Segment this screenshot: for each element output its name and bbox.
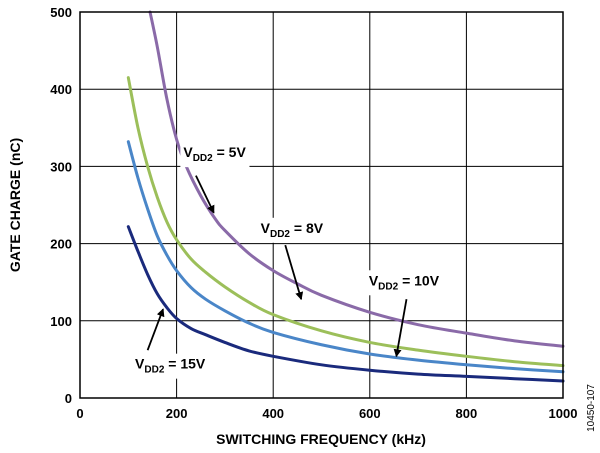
series-label-text: VDD2 = 8V (261, 220, 324, 240)
series-label-arrow (393, 299, 408, 358)
series-label-bg (132, 353, 209, 379)
y-tick-labels: 0 100 200 300 400 500 (50, 5, 72, 406)
series-label-arrow (146, 308, 165, 351)
series-label-bg (257, 217, 327, 243)
series-line-3 (126, 225, 565, 383)
series-line-2 (126, 140, 565, 374)
series-label-arrow (195, 175, 215, 214)
plot-frame (79, 11, 564, 399)
figure-code: 10450-107 (586, 384, 597, 432)
grid-lines (80, 12, 563, 398)
series-label-arrow (284, 244, 304, 301)
series-label-3: VDD2 = 15V (132, 308, 209, 379)
x-axis-label: SWITCHING FREQUENCY (kHz) (216, 431, 426, 447)
series-line-1 (126, 76, 565, 368)
series-label-text: VDD2 = 10V (369, 272, 440, 292)
series-label-bg (365, 270, 443, 296)
y-axis-label: GATE CHARGE (nC) (7, 138, 23, 272)
x-tick-label: 600 (359, 406, 381, 421)
series-label-text: VDD2 = 15V (135, 356, 206, 376)
x-tick-label: 1000 (549, 406, 578, 421)
y-tick-label: 400 (50, 82, 72, 97)
series-label-1: VDD2 = 8V (257, 217, 327, 301)
y-tick-label: 500 (50, 5, 72, 20)
x-tick-label: 800 (456, 406, 478, 421)
series-label-2: VDD2 = 10V (365, 270, 443, 358)
x-tick-label: 0 (76, 406, 83, 421)
series-label-bg (180, 142, 250, 168)
series-label-text: VDD2 = 5V (183, 144, 246, 164)
y-tick-label: 0 (65, 391, 72, 406)
series-annotations: VDD2 = 5V VDD2 = 8V VDD2 = 10V VDD2 = 15V (132, 142, 443, 379)
series-label-0: VDD2 = 5V (180, 142, 250, 214)
data-series (126, 10, 565, 383)
series-line-0 (148, 10, 565, 348)
y-tick-label: 200 (50, 237, 72, 252)
x-tick-label: 200 (166, 406, 188, 421)
y-tick-label: 100 (50, 314, 72, 329)
y-tick-label: 300 (50, 159, 72, 174)
x-tick-labels: 0 200 400 600 800 1000 (76, 406, 577, 421)
x-tick-label: 400 (262, 406, 284, 421)
